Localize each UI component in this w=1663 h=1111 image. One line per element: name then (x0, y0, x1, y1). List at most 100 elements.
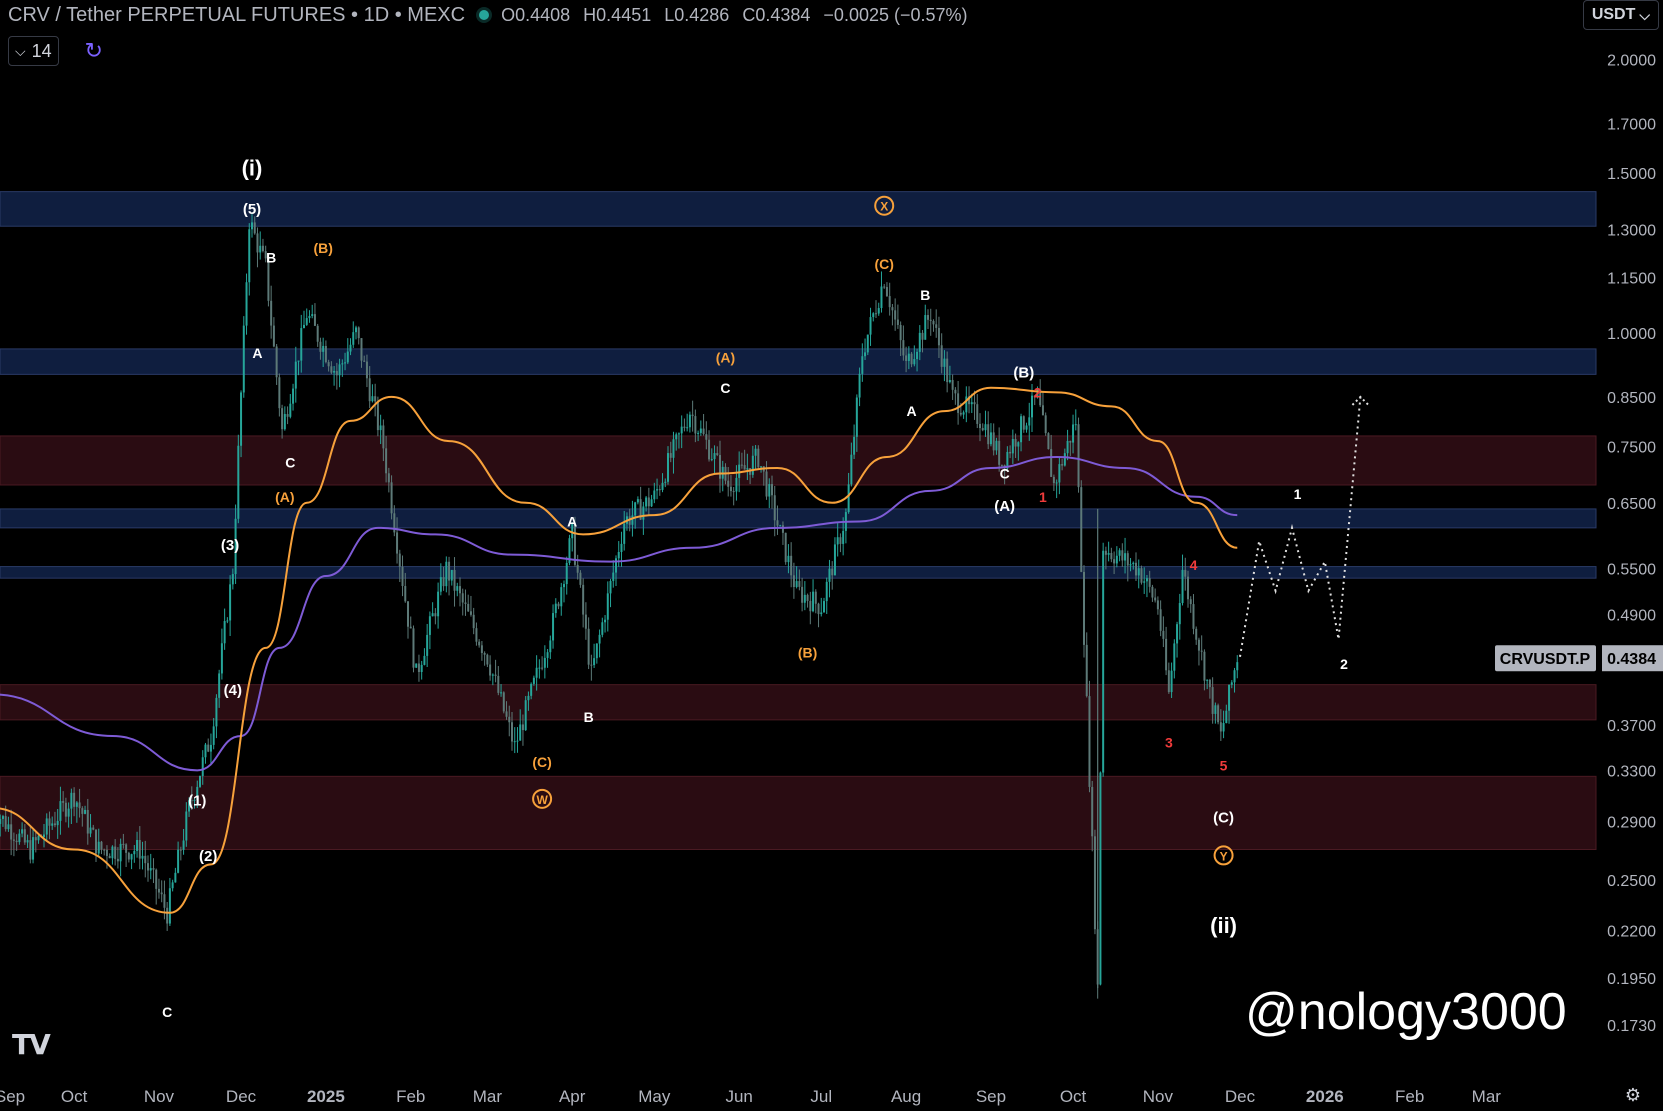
candle-body (565, 562, 568, 585)
candle-body (248, 229, 251, 283)
candle-body (322, 345, 325, 352)
currency-unit-button[interactable]: USDT ⌵ (1582, 0, 1659, 30)
candle-body (324, 345, 327, 363)
candle-body (740, 464, 743, 466)
candle-body (751, 455, 754, 475)
candle-body (365, 361, 368, 379)
candle-body (199, 775, 201, 787)
candle-body (1011, 439, 1014, 454)
candle-body (609, 580, 612, 594)
candle-body (623, 523, 626, 544)
candle-body (896, 319, 899, 325)
candle-body (864, 352, 867, 357)
candle-body (812, 591, 815, 612)
candle-body (855, 397, 858, 437)
candle-body (650, 499, 653, 507)
candle-body (264, 251, 267, 259)
candle-body (448, 561, 451, 581)
y-tick-label: 0.1730 (1607, 1018, 1656, 1035)
candle-body (823, 601, 825, 613)
candle-body (56, 820, 59, 826)
candle-body (787, 555, 790, 563)
wave-label-text: (C) (532, 754, 551, 770)
x-tick-label: Apr (559, 1087, 586, 1106)
candle-body (831, 568, 834, 576)
candle-body (927, 315, 929, 320)
wave-label-text: 3 (1165, 735, 1173, 751)
candle-body (554, 603, 557, 614)
candle-body (1206, 679, 1209, 681)
wave-label: 2 (1034, 384, 1042, 400)
candle-body (459, 586, 461, 594)
candle-body (1009, 451, 1012, 454)
candle-body (1036, 389, 1039, 398)
candle-body (584, 614, 587, 629)
candle-body (702, 428, 705, 435)
candle-body (899, 324, 902, 341)
candle-body (524, 700, 527, 731)
candle-body (1, 816, 4, 819)
candle-body (781, 525, 784, 533)
y-tick-label: 0.5500 (1607, 562, 1656, 579)
candle-body (62, 801, 65, 803)
candle-body (1058, 464, 1061, 483)
candle-body (1170, 670, 1173, 693)
price-axis-background (1602, 0, 1663, 1111)
projection-arrow-head (1351, 395, 1370, 406)
candle-body (697, 432, 700, 434)
candle-body (390, 482, 393, 514)
candle-body (1104, 550, 1107, 555)
wave-label: Y (1213, 845, 1234, 866)
candle-body (877, 308, 880, 314)
symbol-title[interactable]: CRV / Tether PERPETUAL FUTURES • 1D • ME… (8, 3, 466, 26)
candle-body (552, 613, 555, 641)
candle-body (86, 809, 89, 834)
candle-body (152, 868, 155, 870)
candle-body (207, 744, 210, 752)
candle-body (420, 664, 423, 672)
candle-body (1017, 442, 1020, 447)
candle-body (1208, 679, 1211, 688)
candle-body (1014, 439, 1017, 447)
wave-label: (C) (874, 256, 893, 272)
candle-body (760, 466, 763, 468)
sync-icon[interactable]: ↻ (84, 38, 103, 63)
candle-body (595, 643, 598, 659)
symbol-header: CRV / Tether PERPETUAL FUTURES • 1D • ME… (8, 2, 976, 28)
y-tick-label: 1.1500 (1607, 271, 1656, 288)
candle-body (43, 834, 45, 838)
candle-body (979, 423, 981, 429)
candle-body (119, 843, 122, 862)
wave-label: (C) (532, 754, 551, 770)
candle-body (1156, 600, 1159, 610)
wave-label-text: C (1000, 466, 1010, 482)
candle-body (149, 868, 152, 871)
candle-body (601, 622, 604, 635)
candle-body (757, 448, 760, 468)
candle-body (973, 402, 976, 405)
wave-label-text: (5) (243, 201, 261, 218)
candle-body (204, 744, 207, 758)
candle-body (283, 414, 286, 430)
candle-body (940, 345, 943, 367)
candle-body (984, 424, 987, 431)
x-tick-label: Mar (473, 1087, 503, 1106)
candle-body (330, 366, 333, 373)
candle-body (948, 380, 951, 383)
settings-icon[interactable]: ⚙ (1624, 1085, 1642, 1105)
tradingview-logo[interactable]: TV (12, 1028, 51, 1061)
candle-body (538, 667, 541, 669)
change-value: −0.0025 (−0.57%) (823, 4, 968, 25)
candle-body (798, 581, 801, 587)
candle-body (639, 499, 642, 520)
candle-body (478, 641, 481, 646)
candle-body (946, 358, 949, 383)
candle-body (407, 601, 409, 627)
candle-body (393, 513, 396, 533)
candle-body (672, 439, 675, 458)
indicators-toggle-button[interactable]: ⌵ 14 (8, 36, 59, 66)
candle-body (480, 645, 483, 653)
candle-body (171, 882, 174, 889)
candle-body (1113, 559, 1116, 564)
